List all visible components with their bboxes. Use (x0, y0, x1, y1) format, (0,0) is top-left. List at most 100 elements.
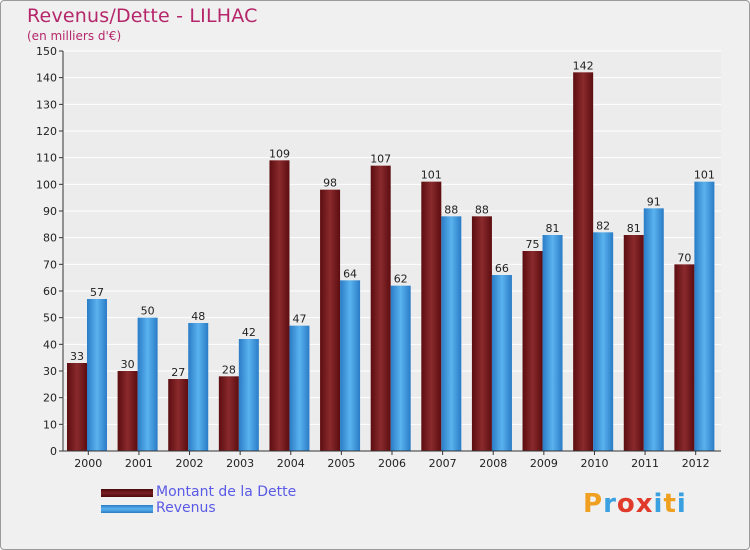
data-label: 57 (90, 286, 104, 299)
bar-debt (269, 160, 290, 452)
x-tick-label: 2002 (176, 457, 204, 470)
x-tick-label: 2006 (378, 457, 406, 470)
axes-group: 0 10 20 30 40 50 60 70 80 90 100 110 120 130 140 150 200… (36, 45, 721, 470)
logo-letter: x (635, 489, 654, 519)
bar-debt (218, 376, 239, 451)
logo-letter: r (603, 489, 617, 519)
x-tick-label: 2004 (277, 457, 305, 470)
bar-debt (471, 216, 492, 451)
chart-title: Revenus/Dette - LILHAC (27, 5, 258, 27)
data-label: 98 (323, 177, 337, 190)
data-label: 70 (677, 251, 691, 264)
data-label: 30 (121, 358, 135, 371)
y-tick-label: 130 (36, 98, 57, 111)
data-label: 101 (421, 169, 442, 182)
logo-letter: o (616, 489, 636, 519)
data-label: 50 (141, 305, 155, 318)
x-tick-label: 2000 (74, 457, 102, 470)
y-tick-label: 60 (43, 285, 57, 298)
y-tick-label: 140 (36, 72, 57, 85)
data-label: 109 (269, 147, 290, 160)
y-tick-label: 110 (36, 152, 57, 165)
data-label: 66 (495, 262, 509, 275)
y-tick-label: 70 (43, 258, 57, 271)
data-labels-group: 33 57 30 50 27 48 28 42 109 47 98 64 107 62 101 88 88 66 7… (70, 59, 715, 379)
y-tick-label: 90 (43, 205, 57, 218)
y-tick-label: 100 (36, 178, 57, 191)
bar-debt (117, 371, 138, 451)
y-tick-label: 0 (50, 445, 57, 458)
logo-letter: P (583, 489, 604, 519)
bar-revenue (441, 216, 462, 451)
legend-label-revenue: Revenus (156, 500, 216, 516)
logo-letter: t (663, 489, 677, 519)
bar-revenue (491, 275, 512, 451)
bar-revenue (137, 317, 158, 451)
bar-debt (421, 181, 442, 451)
data-label: 62 (394, 273, 408, 286)
bar-revenue (289, 325, 310, 451)
data-label: 101 (694, 169, 715, 182)
data-label: 64 (343, 267, 357, 280)
bar-revenue (390, 285, 411, 451)
bar-revenue (694, 181, 715, 451)
data-label: 82 (596, 219, 610, 232)
bar-debt (168, 379, 189, 451)
data-label: 81 (627, 222, 641, 235)
bar-debt (67, 363, 87, 451)
bar-debt (522, 251, 543, 451)
bar-revenue (188, 323, 209, 451)
x-tick-label: 2005 (327, 457, 355, 470)
x-tick-label: 2010 (580, 457, 608, 470)
y-tick-label: 50 (43, 312, 57, 325)
bar-revenue (643, 208, 664, 451)
bar-revenue (542, 235, 563, 451)
data-label: 91 (647, 195, 661, 208)
data-label: 28 (222, 363, 236, 376)
data-label: 47 (292, 313, 306, 326)
y-tick-label: 120 (36, 125, 57, 138)
x-tick-label: 2009 (530, 457, 558, 470)
data-label: 88 (444, 203, 458, 216)
data-label: 48 (191, 310, 205, 323)
data-label: 42 (242, 326, 256, 339)
legend-swatch-debt (101, 489, 153, 497)
data-label: 81 (546, 222, 560, 235)
data-label: 142 (573, 59, 594, 72)
chart-subtitle: (en milliers d'€) (27, 29, 122, 43)
bar-revenue (340, 280, 361, 451)
data-label: 88 (475, 203, 489, 216)
bars-group (67, 72, 715, 452)
x-tick-label: 2007 (429, 457, 457, 470)
y-tick-label: 40 (43, 338, 57, 351)
x-tick-label: 2008 (479, 457, 507, 470)
y-tick-label: 150 (36, 45, 57, 58)
x-tick-label: 2001 (125, 457, 153, 470)
bar-revenue (238, 339, 259, 451)
y-tick-label: 10 (43, 418, 57, 431)
data-label: 33 (70, 350, 84, 363)
x-tick-label: 2012 (682, 457, 710, 470)
data-label: 107 (370, 153, 391, 166)
bar-revenue (87, 299, 107, 451)
x-tick-label: 2003 (226, 457, 254, 470)
legend-swatch-revenue (101, 505, 153, 513)
logo-letter: i (676, 489, 687, 519)
data-label: 75 (526, 238, 540, 251)
y-tick-label: 20 (43, 392, 57, 405)
bar-debt (370, 165, 391, 451)
y-tick-label: 30 (43, 365, 57, 378)
proxiti-logo: Proxiti (583, 489, 687, 519)
x-tick-label: 2011 (631, 457, 659, 470)
bar-debt (320, 189, 341, 451)
bar-debt (674, 264, 695, 451)
bar-debt (573, 72, 594, 451)
data-label: 27 (171, 366, 185, 379)
bar-debt (623, 235, 644, 451)
y-tick-label: 80 (43, 232, 57, 245)
logo-letter: i (653, 489, 664, 519)
bar-revenue (593, 232, 614, 451)
legend-label-debt: Montant de la Dette (156, 484, 297, 500)
